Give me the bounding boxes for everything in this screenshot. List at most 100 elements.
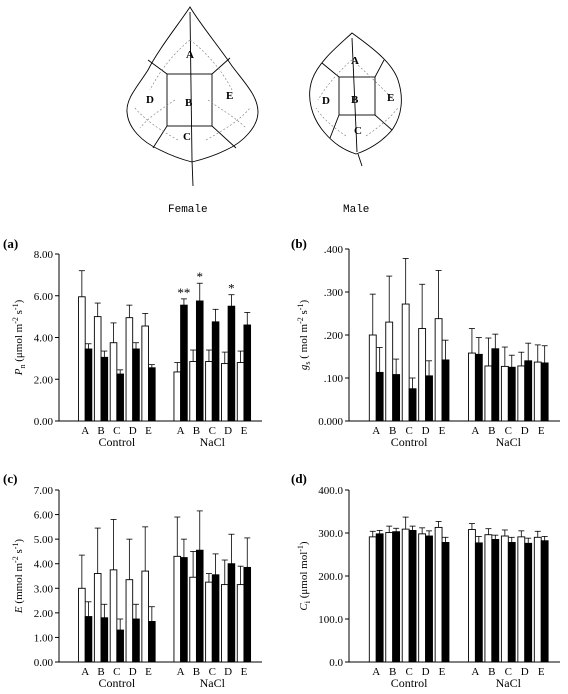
female-label: Female	[168, 204, 208, 216]
bar-white	[401, 303, 410, 422]
x-tick-label: B	[389, 666, 396, 678]
bar-black	[392, 531, 401, 663]
male-leaf-divider-right-top	[374, 59, 385, 78]
female-leaf-diagram	[126, 6, 259, 187]
bar-white	[385, 321, 394, 422]
male-leaf-petiole	[357, 153, 363, 167]
male-leaf-divider-left-top	[321, 62, 340, 78]
x-tick-label: E	[241, 666, 248, 678]
y-label-exponent: -2	[296, 317, 305, 324]
x-tick-label: C	[209, 425, 216, 437]
y-tick-label: 6.00	[34, 291, 54, 303]
x-tick-label: E	[439, 425, 446, 437]
bar-black	[227, 563, 236, 663]
group-label: Control	[99, 435, 136, 449]
group-label: NaCl	[496, 435, 522, 449]
x-tick-label: B	[488, 425, 495, 437]
male-label-c: C	[354, 125, 362, 137]
bar-black	[540, 540, 549, 663]
bar-white	[205, 361, 213, 422]
y-label-close: )	[298, 541, 310, 545]
bar-black	[132, 618, 140, 663]
y-tick-label: 300.0	[318, 528, 343, 540]
panel-label: (c)	[3, 471, 17, 486]
y-label-close: )	[13, 299, 25, 303]
female-label-d: D	[146, 94, 154, 106]
y-tick-label: 0.0	[329, 657, 343, 669]
bar-white	[500, 535, 509, 663]
y-tick-label: 1.00	[34, 632, 54, 644]
y-tick-label: 4.00	[34, 333, 54, 345]
x-tick-label: E	[241, 425, 248, 437]
female-leaf-midrib	[189, 11, 193, 161]
bar-black	[116, 629, 124, 663]
x-tick-label: C	[113, 425, 120, 437]
bar-white	[418, 328, 427, 422]
x-tick-label: B	[97, 425, 104, 437]
bar-black	[116, 373, 124, 422]
x-tick-label: A	[81, 666, 89, 678]
panel-label: (d)	[291, 471, 307, 486]
bar-white	[189, 576, 197, 663]
bar-black	[491, 539, 500, 663]
male-leaf-diagram	[309, 32, 402, 167]
bar-white	[125, 317, 134, 422]
bar-black	[84, 348, 93, 422]
chart-panel-d: (d) 0.0 100.0 200.0 300.0 400.0 Ci (μmol mol-1…	[291, 471, 560, 690]
bar-white	[401, 528, 410, 663]
significance-marker: **	[177, 285, 190, 300]
bar-black	[84, 616, 93, 663]
bar-white	[500, 365, 509, 422]
group-label: Control	[391, 676, 428, 690]
bar-black	[491, 348, 500, 422]
bar-black	[408, 529, 417, 663]
x-tick-label: C	[405, 666, 412, 678]
x-tick-label: D	[129, 666, 137, 678]
y-tick-label: 2.00	[34, 608, 54, 620]
bar-black	[227, 305, 236, 422]
y-tick-label: 5.00	[34, 534, 54, 546]
y-label-symbol: E	[13, 606, 25, 614]
female-leaf-divider-left-bottom	[152, 125, 168, 149]
female-leaf-veins	[134, 39, 251, 141]
x-tick-label: B	[488, 666, 495, 678]
bar-white	[109, 342, 118, 422]
bar-black	[441, 542, 450, 663]
male-label-e: E	[387, 92, 394, 104]
female-label-b: B	[185, 97, 193, 109]
x-tick-label: A	[177, 425, 185, 437]
bar-black	[507, 542, 516, 663]
y-tick-label: 0.00	[34, 416, 54, 428]
male-leaf-outline	[309, 32, 402, 155]
bar-black	[425, 535, 433, 663]
bar-white	[484, 365, 493, 422]
x-tick-label: E	[439, 666, 446, 678]
y-label-unit-mid: s	[13, 310, 25, 317]
y-label-unit: (μmol mol	[298, 552, 310, 601]
y-label-symbol: g	[298, 364, 310, 370]
bar-black	[180, 557, 188, 663]
bar-black	[392, 374, 401, 422]
y-label-exponent: -1	[296, 304, 305, 311]
male-leaf-divider-right-bottom	[374, 114, 393, 131]
female-leaf-region-b-box	[166, 73, 213, 127]
bar-black	[474, 353, 483, 422]
y-label-subscript: n	[18, 365, 27, 369]
y-tick-label: .100	[324, 373, 344, 385]
x-tick-label: A	[372, 666, 380, 678]
x-tick-label: D	[521, 425, 529, 437]
x-tick-label: D	[224, 425, 232, 437]
female-label-c: C	[183, 131, 191, 143]
x-tick-label: E	[538, 425, 545, 437]
y-label-unit: ( mol m	[298, 323, 310, 361]
x-tick-label: B	[193, 666, 200, 678]
x-tick-label: E	[145, 425, 152, 437]
x-tick-label: A	[471, 666, 479, 678]
bar-black	[375, 533, 384, 663]
x-tick-label: C	[405, 425, 412, 437]
y-label-exponent: -1	[11, 543, 20, 550]
bar-black	[540, 362, 549, 422]
x-tick-label: C	[209, 666, 216, 678]
bar-black	[100, 617, 109, 663]
group-label: Control	[99, 676, 136, 690]
